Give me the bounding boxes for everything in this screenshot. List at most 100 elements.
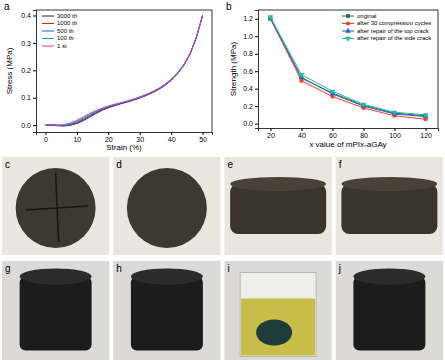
tick-mark	[255, 19, 258, 20]
sample	[256, 320, 292, 346]
tick-label: 0.6	[243, 68, 253, 75]
photo-background	[225, 157, 332, 255]
y-axis: 0.00.20.40.60.81.01.2	[243, 11, 258, 129]
tick-mark	[108, 132, 109, 135]
tick-label: 0.1	[21, 94, 31, 101]
panel-label: c	[5, 159, 10, 170]
y-axis-title: Stress (MPa)	[5, 47, 14, 94]
marker	[424, 114, 428, 118]
tick-label: 20	[267, 132, 275, 139]
series-line	[45, 15, 202, 125]
tick: 60	[329, 128, 337, 139]
sample-top	[20, 269, 92, 285]
tick-mark	[395, 128, 396, 131]
legend-item: 1 st	[42, 43, 67, 49]
tick: 20	[267, 128, 275, 139]
series-line	[45, 15, 202, 125]
photo: d	[113, 157, 220, 255]
tick-mark	[255, 106, 258, 107]
tick: 10	[73, 132, 81, 143]
tick-mark	[45, 132, 46, 135]
tick-mark	[255, 71, 258, 72]
panel-label: e	[228, 159, 234, 170]
tick-label: 1.2	[243, 15, 253, 22]
legend-swatch	[42, 31, 54, 32]
tick: 0.4	[243, 85, 258, 92]
tick: 50	[199, 132, 207, 143]
tick-label: 60	[329, 132, 337, 139]
tick-mark	[426, 128, 427, 131]
photo-background	[2, 157, 109, 255]
liquid	[241, 299, 315, 356]
tick-label: 0.0	[21, 122, 31, 129]
marker	[268, 15, 274, 20]
tick-label: 50	[199, 136, 207, 143]
tick-label: 30	[136, 136, 144, 143]
tick-label: 0	[44, 136, 48, 143]
sample	[230, 184, 326, 234]
legend-swatch	[42, 23, 54, 24]
tick-label: 40	[168, 136, 176, 143]
marker	[299, 79, 303, 83]
tick: 0.4	[21, 12, 36, 19]
x-axis: 01020304050	[37, 132, 213, 143]
marker	[330, 91, 336, 96]
photo-background	[336, 157, 443, 255]
tick-mark	[255, 124, 258, 125]
tick: 0.1	[21, 94, 36, 101]
x-axis-line	[37, 133, 213, 136]
x-axis-line	[259, 129, 439, 132]
series-line	[45, 15, 202, 125]
tick-mark	[255, 89, 258, 90]
legend-label: 3000 th	[57, 13, 77, 19]
marker	[362, 103, 366, 107]
tick-label: 80	[360, 132, 368, 139]
legend-item: after repair of the top crack	[342, 28, 430, 34]
tick: 40	[168, 132, 176, 143]
marker	[392, 111, 398, 116]
tick-label: 0.4	[243, 85, 253, 92]
legend-marker	[346, 21, 350, 25]
legend-label: after 30 compression cycles	[357, 20, 431, 26]
tick: 100	[389, 128, 401, 139]
tick: 40	[298, 128, 306, 139]
legend-item: 500 th	[42, 28, 74, 34]
legend-marker	[345, 28, 351, 33]
legend-label: 100 th	[57, 35, 74, 41]
tick-mark	[270, 128, 271, 131]
photo: h	[113, 261, 220, 360]
chart-0: 010203040500.00.10.20.30.4Strain (%)Stre…	[4, 1, 213, 152]
figure: 010203040500.00.10.20.30.4Strain (%)Stre…	[0, 0, 445, 360]
tick-mark	[364, 128, 365, 131]
legend-swatch	[42, 46, 54, 47]
tick: 120	[420, 128, 432, 139]
tick: 0	[44, 132, 48, 143]
photo-background	[225, 261, 332, 360]
sample-top	[341, 177, 437, 191]
legend-swatch	[42, 16, 54, 17]
legend-marker	[345, 37, 351, 42]
tick-mark	[33, 70, 36, 71]
tick: 0.8	[243, 50, 258, 57]
tick-label: 40	[298, 132, 306, 139]
tick-mark	[33, 15, 36, 16]
legend-swatch	[42, 38, 54, 39]
plot-area	[45, 15, 202, 125]
marker	[392, 111, 398, 116]
panel-label: i	[228, 263, 230, 274]
tick-mark	[255, 36, 258, 37]
tick: 30	[136, 132, 144, 143]
legend-marker	[346, 14, 350, 18]
x-axis-title: x value of mPIx-aGAy	[309, 140, 386, 149]
y-axis: 0.00.10.20.30.4	[21, 11, 36, 133]
chart-1: 204060801001200.00.20.40.60.81.01.2x val…	[226, 1, 439, 149]
tick-label: 0.3	[21, 40, 31, 47]
sample	[341, 184, 437, 234]
tick-label: 10	[73, 136, 81, 143]
legend-label: 500 th	[57, 28, 74, 34]
tick-mark	[33, 98, 36, 99]
sample	[353, 277, 425, 351]
marker	[361, 103, 367, 108]
tick-label: 1.0	[243, 33, 253, 40]
tick: 1.0	[243, 33, 258, 40]
